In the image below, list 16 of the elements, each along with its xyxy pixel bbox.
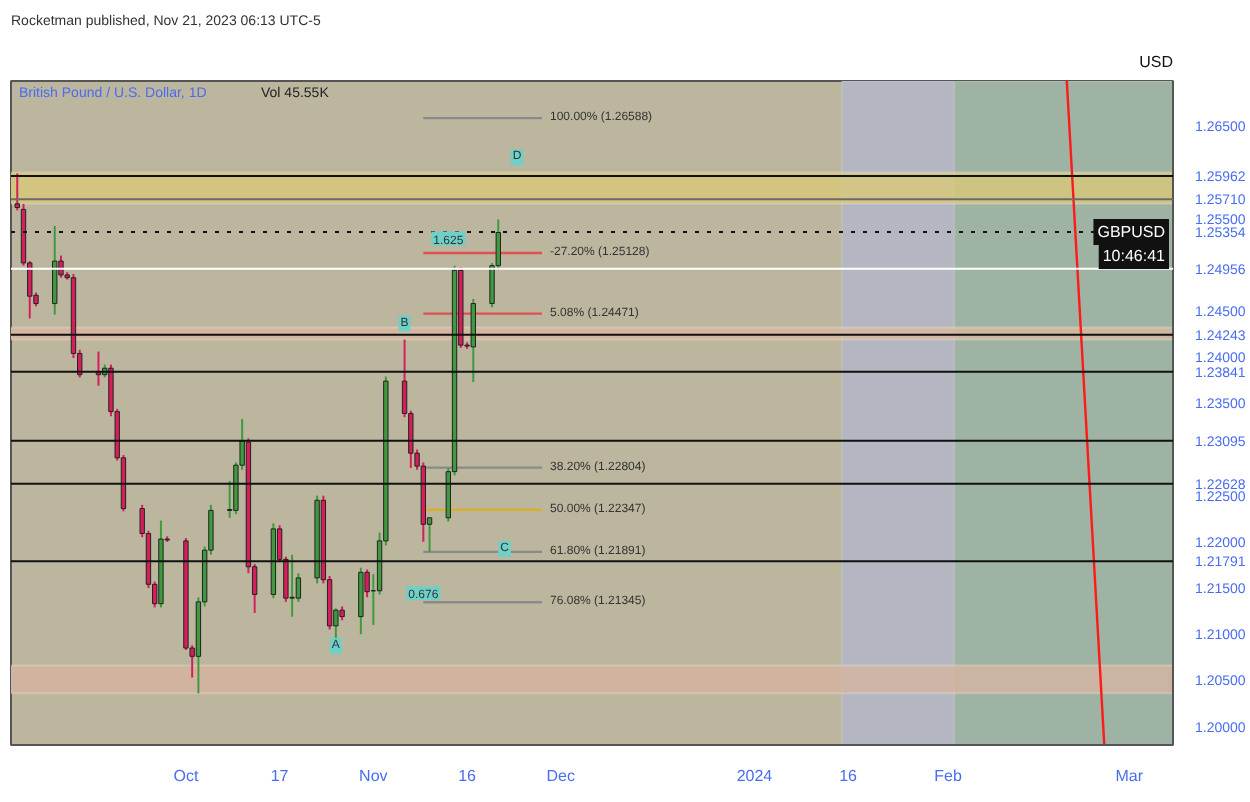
candlestick (470, 297, 476, 384)
x-tick-label: Mar (1115, 767, 1144, 785)
candlestick (52, 224, 58, 316)
x-tick-label: 16 (458, 767, 478, 785)
x-tick-label: 17 (270, 767, 290, 785)
y-axis-title: USD (1139, 53, 1174, 71)
annotation: 10:46:41 (1102, 247, 1167, 266)
x-tick-label: Nov (359, 767, 388, 785)
x-tick-label: Dec (546, 767, 576, 785)
x-tick-label: Oct (173, 767, 200, 785)
annotation: GBPUSD (1097, 223, 1166, 242)
x-tick-label: 2024 (736, 767, 774, 785)
x-tick-label: Feb (934, 767, 963, 785)
candlestick (289, 553, 295, 618)
candlestick (358, 566, 364, 636)
x-tick-label: 16 (839, 767, 859, 785)
